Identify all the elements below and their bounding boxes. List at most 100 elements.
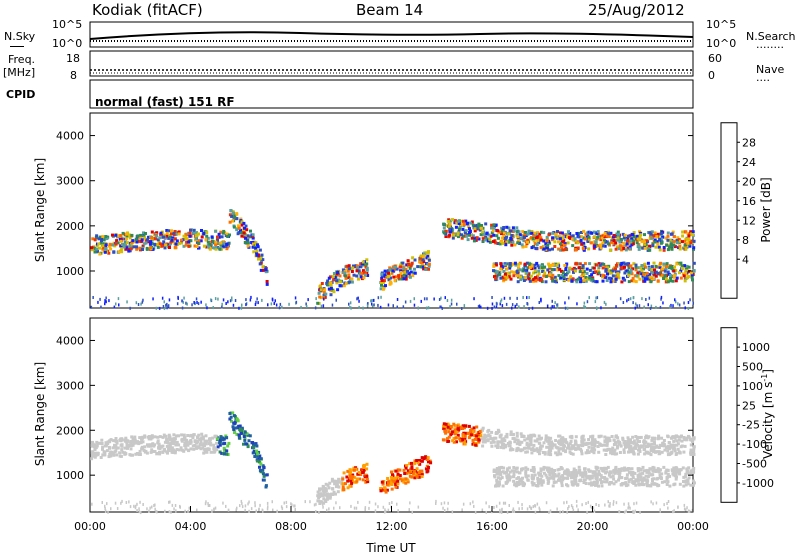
- data-cell: [398, 273, 402, 277]
- data-cell: [632, 441, 635, 445]
- data-cell: [341, 487, 345, 491]
- data-cell: [227, 300, 229, 304]
- data-cell: [456, 231, 460, 235]
- data-cell: [502, 270, 506, 273]
- data-cell: [565, 233, 568, 237]
- data-cell: [645, 481, 649, 485]
- data-cell: [687, 301, 690, 304]
- data-cell: [412, 469, 416, 473]
- data-cell: [474, 443, 478, 447]
- data-cell: [196, 508, 198, 512]
- data-cell: [473, 504, 475, 508]
- velocity-cbar-label: Velocity [m s-1]: [760, 369, 775, 459]
- data-cell: [391, 269, 395, 273]
- data-cell: [113, 305, 116, 309]
- data-cell: [295, 300, 298, 304]
- data-cell: [685, 469, 689, 473]
- data-cell: [162, 433, 166, 437]
- data-cell: [204, 449, 208, 453]
- data-cell: [185, 438, 189, 442]
- data-cell: [166, 451, 169, 455]
- data-cell: [364, 273, 367, 277]
- data-cell: [524, 469, 528, 473]
- data-cell: [454, 436, 458, 440]
- data-cell: [417, 471, 421, 475]
- data-cell: [119, 244, 123, 248]
- data-cell: [245, 442, 249, 446]
- data-cell: [594, 476, 598, 480]
- data-cell: [335, 501, 337, 505]
- data-cell: [685, 244, 689, 247]
- data-cell: [316, 490, 320, 494]
- data-cell: [561, 236, 565, 240]
- data-cell: [389, 280, 392, 284]
- data-cell: [685, 245, 689, 249]
- data-cell: [656, 242, 660, 246]
- data-cell: [120, 250, 124, 254]
- data-cell: [574, 435, 578, 439]
- data-cell: [645, 468, 649, 472]
- data-cell: [521, 448, 525, 452]
- data-cell: [590, 474, 594, 478]
- data-cell: [597, 271, 601, 275]
- data-cell: [508, 264, 512, 268]
- data-cell: [164, 434, 168, 438]
- data-cell: [232, 303, 235, 307]
- data-cell: [633, 471, 637, 475]
- data-cell: [605, 443, 609, 447]
- data-cell: [173, 507, 175, 511]
- data-cell: [457, 222, 461, 225]
- data-cell: [517, 481, 520, 485]
- data-cell: [426, 297, 428, 301]
- colorbar-tick-label: 16: [742, 195, 756, 208]
- data-cell: [507, 240, 511, 244]
- data-cell: [129, 444, 133, 447]
- data-cell: [451, 439, 455, 443]
- data-cell: [683, 503, 686, 507]
- data-cell: [657, 452, 661, 456]
- data-cell: [327, 287, 331, 291]
- data-cell: [538, 301, 540, 304]
- data-cell: [632, 301, 634, 305]
- data-cell: [504, 444, 508, 448]
- data-cell: [115, 302, 117, 306]
- data-cell: [396, 479, 400, 483]
- data-cell: [324, 500, 328, 503]
- data-cell: [540, 266, 544, 270]
- data-cell: [553, 279, 557, 283]
- data-cell: [239, 217, 243, 221]
- data-cell: [319, 296, 323, 300]
- data-cell: [595, 479, 599, 483]
- data-cell: [633, 502, 635, 506]
- data-cell: [518, 507, 520, 511]
- data-cell: [351, 478, 354, 482]
- data-cell: [691, 479, 695, 483]
- data-cell: [419, 265, 423, 269]
- data-cell: [142, 234, 146, 238]
- data-cell: [490, 430, 494, 434]
- data-cell: [595, 503, 597, 506]
- data-cell: [606, 272, 609, 276]
- data-cell: [502, 501, 505, 505]
- data-cell: [93, 445, 97, 449]
- data-cell: [410, 475, 414, 479]
- data-cell: [536, 437, 540, 441]
- data-cell: [147, 235, 151, 239]
- data-cell: [560, 273, 564, 277]
- data-cell: [550, 446, 554, 450]
- data-cell: [637, 243, 641, 247]
- data-cell: [471, 430, 475, 434]
- data-cell: [495, 504, 498, 508]
- data-cell: [620, 467, 624, 471]
- data-cell: [450, 230, 454, 234]
- data-cell: [566, 510, 568, 514]
- data-cell: [262, 268, 266, 272]
- data-cell: [664, 236, 668, 240]
- data-cell: [206, 306, 208, 310]
- data-cell: [207, 502, 209, 506]
- data-cell: [326, 483, 330, 487]
- data-cell: [451, 510, 454, 514]
- data-cell: [558, 434, 562, 438]
- data-cell: [156, 238, 160, 242]
- data-cell: [621, 245, 625, 249]
